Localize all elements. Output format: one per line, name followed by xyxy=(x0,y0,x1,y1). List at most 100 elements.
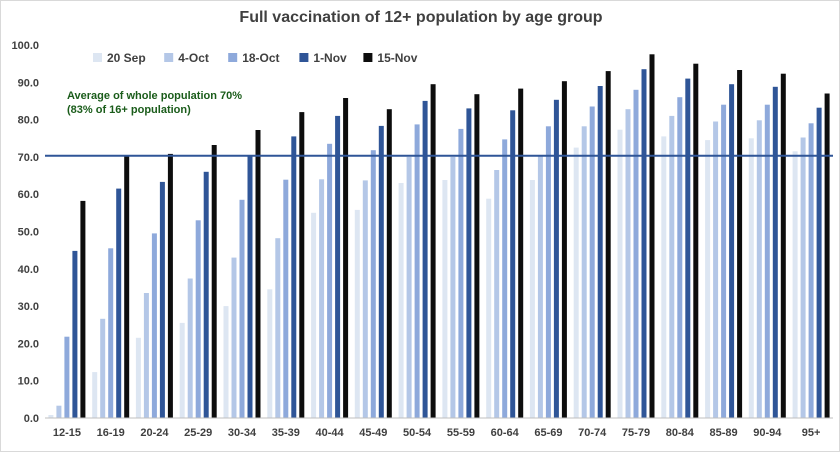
bar-20-sep-75-79 xyxy=(617,129,623,418)
y-tick-label: 40.0 xyxy=(18,264,39,276)
bar-20-sep-25-29 xyxy=(179,322,185,418)
reference-annotation-line2: (83% of 16+ population) xyxy=(67,104,191,116)
bar-15-nov-55-59 xyxy=(474,94,480,418)
bar-15-nov-45-49 xyxy=(386,109,392,418)
bar-1-nov-65-69 xyxy=(553,99,559,419)
bar-1-nov-70-74 xyxy=(597,86,603,418)
bar-1-nov-30-34 xyxy=(247,155,253,418)
bar-18-oct-12-15 xyxy=(64,336,70,418)
bar-1-nov-85-89 xyxy=(729,84,735,418)
legend-swatch-20-sep xyxy=(93,53,102,62)
bar-4-oct-40-44 xyxy=(319,179,325,418)
bar-18-oct-85-89 xyxy=(721,104,727,418)
bar-4-oct-75-79 xyxy=(625,109,631,418)
bar-15-nov-16-19 xyxy=(124,155,130,419)
x-tick-label: 50-54 xyxy=(403,427,432,439)
legend-label-20-sep: 20 Sep xyxy=(107,51,146,65)
legend-swatch-1-nov xyxy=(299,53,309,62)
bar-18-oct-20-24 xyxy=(151,233,157,418)
x-tick-label: 55-59 xyxy=(447,427,475,439)
bar-15-nov-85-89 xyxy=(737,70,743,418)
bar-4-oct-80-84 xyxy=(669,115,675,419)
legend-label-1-nov: 1-Nov xyxy=(313,51,347,65)
bar-18-oct-75-79 xyxy=(633,89,639,419)
bar-4-oct-35-39 xyxy=(275,238,281,418)
bar-4-oct-25-29 xyxy=(187,278,193,418)
y-tick-label: 60.0 xyxy=(18,189,39,201)
bar-18-oct-65-69 xyxy=(545,126,551,419)
x-tick-label: 12-15 xyxy=(53,427,81,439)
bar-18-oct-40-44 xyxy=(327,143,333,419)
bar-15-nov-60-64 xyxy=(518,88,524,418)
bar-18-oct-16-19 xyxy=(108,248,114,418)
bar-15-nov-20-24 xyxy=(167,153,173,418)
bar-15-nov-80-84 xyxy=(693,63,699,418)
bar-18-oct-50-54 xyxy=(414,124,420,419)
y-tick-label: 30.0 xyxy=(18,301,39,313)
x-tick-label: 85-89 xyxy=(710,427,738,439)
x-tick-label: 30-34 xyxy=(228,427,257,439)
bar-18-oct-35-39 xyxy=(283,179,289,418)
legend-swatch-4-oct xyxy=(164,53,174,62)
x-tick-label: 80-84 xyxy=(666,427,695,439)
bar-20-sep-80-84 xyxy=(661,136,667,418)
x-tick-label: 95+ xyxy=(802,427,821,439)
bar-15-nov-30-34 xyxy=(255,130,261,418)
x-tick-label: 75-79 xyxy=(622,427,650,439)
x-tick-label: 65-69 xyxy=(534,427,562,439)
bar-18-oct-80-84 xyxy=(677,97,683,418)
bar-15-nov-70-74 xyxy=(605,71,611,418)
bar-1-nov-50-54 xyxy=(422,100,428,419)
bar-1-nov-35-39 xyxy=(291,136,297,418)
x-tick-label: 45-49 xyxy=(359,427,387,439)
bar-15-nov-40-44 xyxy=(343,98,349,418)
bar-20-sep-90-94 xyxy=(748,138,754,419)
bar-4-oct-20-24 xyxy=(143,293,149,418)
bar-1-nov-25-29 xyxy=(203,171,209,418)
bar-18-oct-55-59 xyxy=(458,128,464,418)
bar-4-oct-12-15 xyxy=(56,405,62,418)
bar-18-oct-60-64 xyxy=(502,139,508,418)
legend-label-18-oct: 18-Oct xyxy=(242,51,279,65)
legend-label-4-oct: 4-Oct xyxy=(178,51,209,65)
bar-1-nov-60-64 xyxy=(510,110,516,419)
y-tick-label: 50.0 xyxy=(18,227,39,239)
bar-15-nov-75-79 xyxy=(649,54,655,419)
bar-20-sep-50-54 xyxy=(398,183,404,418)
bar-1-nov-20-24 xyxy=(159,181,165,418)
bar-1-nov-80-84 xyxy=(685,78,691,418)
bar-4-oct-45-49 xyxy=(362,180,368,418)
bar-20-sep-30-34 xyxy=(223,306,229,418)
bar-1-nov-75-79 xyxy=(641,69,647,418)
y-tick-label: 0.0 xyxy=(24,413,39,425)
bar-20-sep-85-89 xyxy=(705,140,711,418)
bar-15-nov-12-15 xyxy=(80,200,86,418)
bar-4-oct-55-59 xyxy=(450,156,456,418)
bar-4-oct-50-54 xyxy=(406,156,412,418)
y-tick-label: 70.0 xyxy=(18,152,39,164)
x-tick-label: 90-94 xyxy=(753,427,782,439)
bar-1-nov-12-15 xyxy=(72,250,78,418)
bar-18-oct-90-94 xyxy=(764,104,770,418)
bar-15-nov-95+ xyxy=(824,93,830,418)
bar-20-sep-65-69 xyxy=(529,180,535,418)
bar-20-sep-70-74 xyxy=(573,147,579,418)
bar-4-oct-85-89 xyxy=(713,121,719,418)
bar-1-nov-45-49 xyxy=(378,125,384,419)
y-tick-label: 90.0 xyxy=(18,77,39,89)
bar-20-sep-12-15 xyxy=(48,415,54,418)
bar-4-oct-60-64 xyxy=(494,170,500,418)
x-tick-label: 40-44 xyxy=(316,427,345,439)
y-tick-label: 80.0 xyxy=(18,115,39,127)
bar-20-sep-95+ xyxy=(792,151,798,419)
bar-1-nov-16-19 xyxy=(116,188,122,418)
bar-1-nov-55-59 xyxy=(466,108,472,419)
y-tick-label: 20.0 xyxy=(18,338,39,350)
bar-15-nov-35-39 xyxy=(299,112,305,418)
bar-1-nov-90-94 xyxy=(772,86,778,419)
x-tick-label: 16-19 xyxy=(97,427,125,439)
y-tick-label: 10.0 xyxy=(18,376,39,388)
bar-4-oct-65-69 xyxy=(537,155,543,418)
